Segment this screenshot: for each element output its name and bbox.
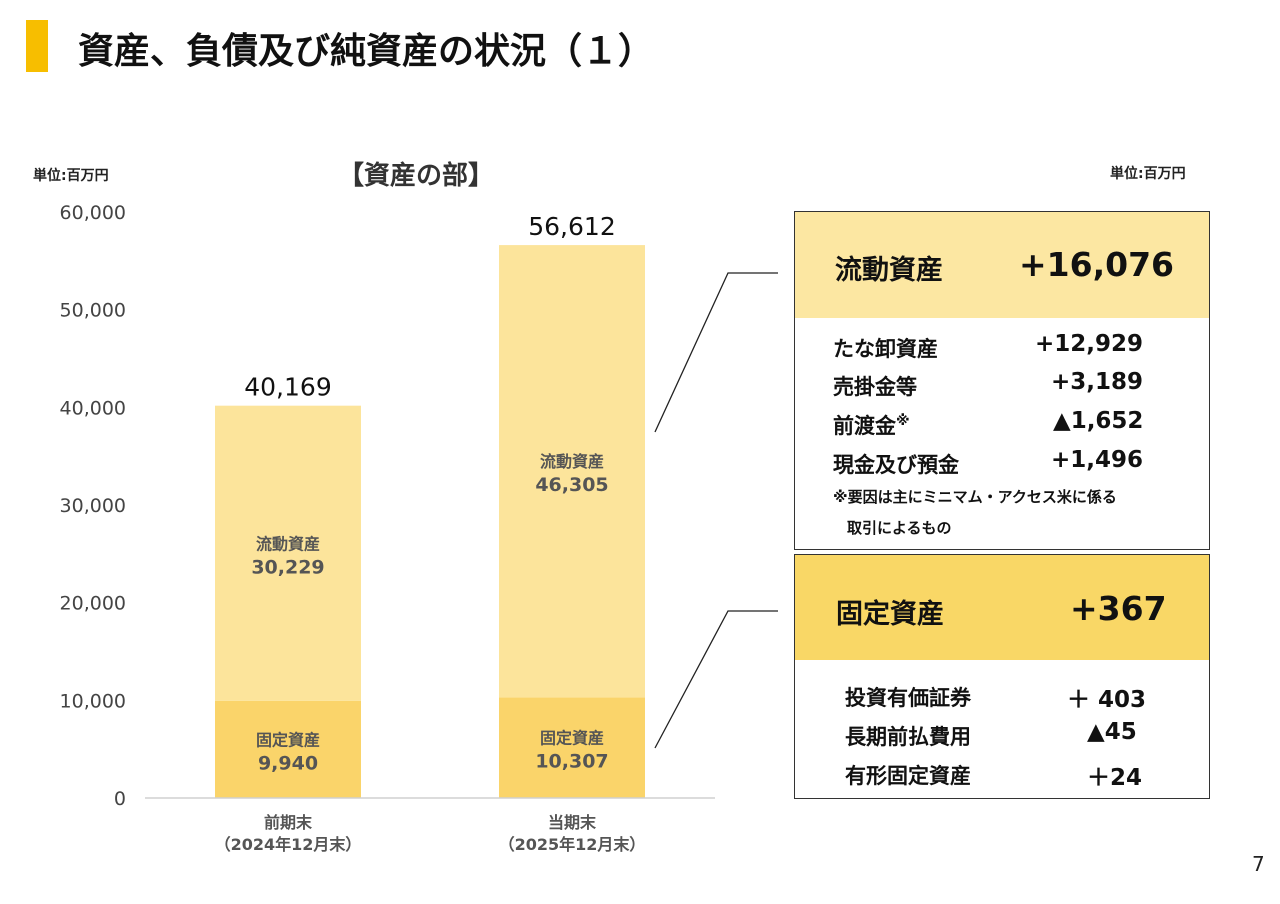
- current-item-label: 売掛金等: [833, 375, 917, 399]
- footnote-line2: 取引によるもの: [847, 519, 952, 537]
- fixed-assets-value: +367: [1070, 589, 1167, 628]
- x-tick-label: 前期末: [264, 813, 313, 832]
- segment-label: 固定資産: [256, 730, 320, 749]
- unit-label-left: 単位:百万円: [33, 168, 109, 184]
- page-number: 7: [1252, 852, 1265, 876]
- current-item-label: たな卸資産: [833, 337, 938, 361]
- bar-segment: [499, 245, 645, 698]
- fixed-item-value: ＋ 403: [1067, 687, 1147, 713]
- current-item-value: +12,929: [1035, 331, 1144, 357]
- y-tick-label: 10,000: [60, 690, 126, 712]
- page-title: 資産、負債及び純資産の状況（１）: [78, 31, 655, 72]
- y-tick-label: 30,000: [60, 495, 126, 517]
- x-tick-label: （2024年12月末）: [215, 835, 362, 854]
- segment-value-label: 30,229: [251, 556, 324, 578]
- fixed-item-label: 長期前払費用: [845, 725, 971, 749]
- y-tick-label: 60,000: [60, 202, 126, 224]
- footnote-line1: ※要因は主にミニマム・アクセス米に係る: [833, 488, 1117, 506]
- current-item-label: 前渡金※: [833, 413, 910, 438]
- fixed-item-value: ▲45: [1087, 719, 1137, 745]
- section-label: 【資産の部】: [338, 161, 495, 191]
- segment-label: 流動資産: [540, 452, 604, 471]
- segment-label: 流動資産: [256, 534, 320, 553]
- current-item-label: 現金及び預金: [833, 453, 959, 477]
- total-label: 56,612: [528, 212, 615, 241]
- fixed-assets-header: 固定資産 +367: [795, 555, 1209, 660]
- bar-segment: [215, 405, 361, 701]
- bar-segment: [499, 697, 645, 798]
- current-assets-header: 流動資産 +16,076: [795, 212, 1209, 318]
- fixed-item-label: 投資有価証券: [845, 686, 971, 710]
- fixed-item-label: 有形固定資産: [845, 764, 971, 788]
- y-tick-label: 0: [114, 788, 126, 810]
- connector-fixed: [654, 610, 778, 749]
- x-tick-label: （2025年12月末）: [499, 835, 646, 854]
- fixed-item-value: ＋24: [1087, 765, 1143, 791]
- segment-value-label: 10,307: [535, 751, 608, 773]
- y-tick-label: 50,000: [60, 300, 126, 322]
- stacked-bar-chart: 0 10,000 20,000 30,000 40,000 50,000 60,000 固定資…: [60, 202, 715, 854]
- unit-label-right: 単位:百万円: [1110, 166, 1186, 182]
- note-mark: ※: [896, 413, 910, 429]
- segment-label: 固定資産: [540, 729, 604, 748]
- y-tick-label: 40,000: [60, 397, 126, 419]
- current-assets-box: 流動資産 +16,076 たな卸資産 +12,929 売掛金等 +3,189 前…: [794, 211, 1210, 550]
- segment-value-label: 46,305: [535, 474, 608, 496]
- current-item-value: +1,496: [1051, 447, 1144, 473]
- segment-value-label: 9,940: [258, 752, 318, 774]
- title-accent-bar: [26, 20, 48, 72]
- current-item-value: +3,189: [1051, 369, 1144, 395]
- fixed-assets-label: 固定資産: [836, 599, 944, 630]
- y-tick-label: 20,000: [60, 593, 126, 615]
- current-assets-label: 流動資産: [835, 255, 943, 286]
- fixed-assets-box: 固定資産 +367 投資有価証券 ＋ 403 長期前払費用 ▲45 有形固定資産…: [794, 554, 1210, 799]
- current-item-value: ▲1,652: [1053, 408, 1144, 434]
- connector-current: [654, 272, 778, 433]
- current-assets-value: +16,076: [1019, 245, 1174, 284]
- bar-segment: [215, 700, 361, 798]
- x-tick-label: 当期末: [548, 813, 597, 832]
- connector-lines: [654, 272, 778, 749]
- total-label: 40,169: [244, 373, 331, 402]
